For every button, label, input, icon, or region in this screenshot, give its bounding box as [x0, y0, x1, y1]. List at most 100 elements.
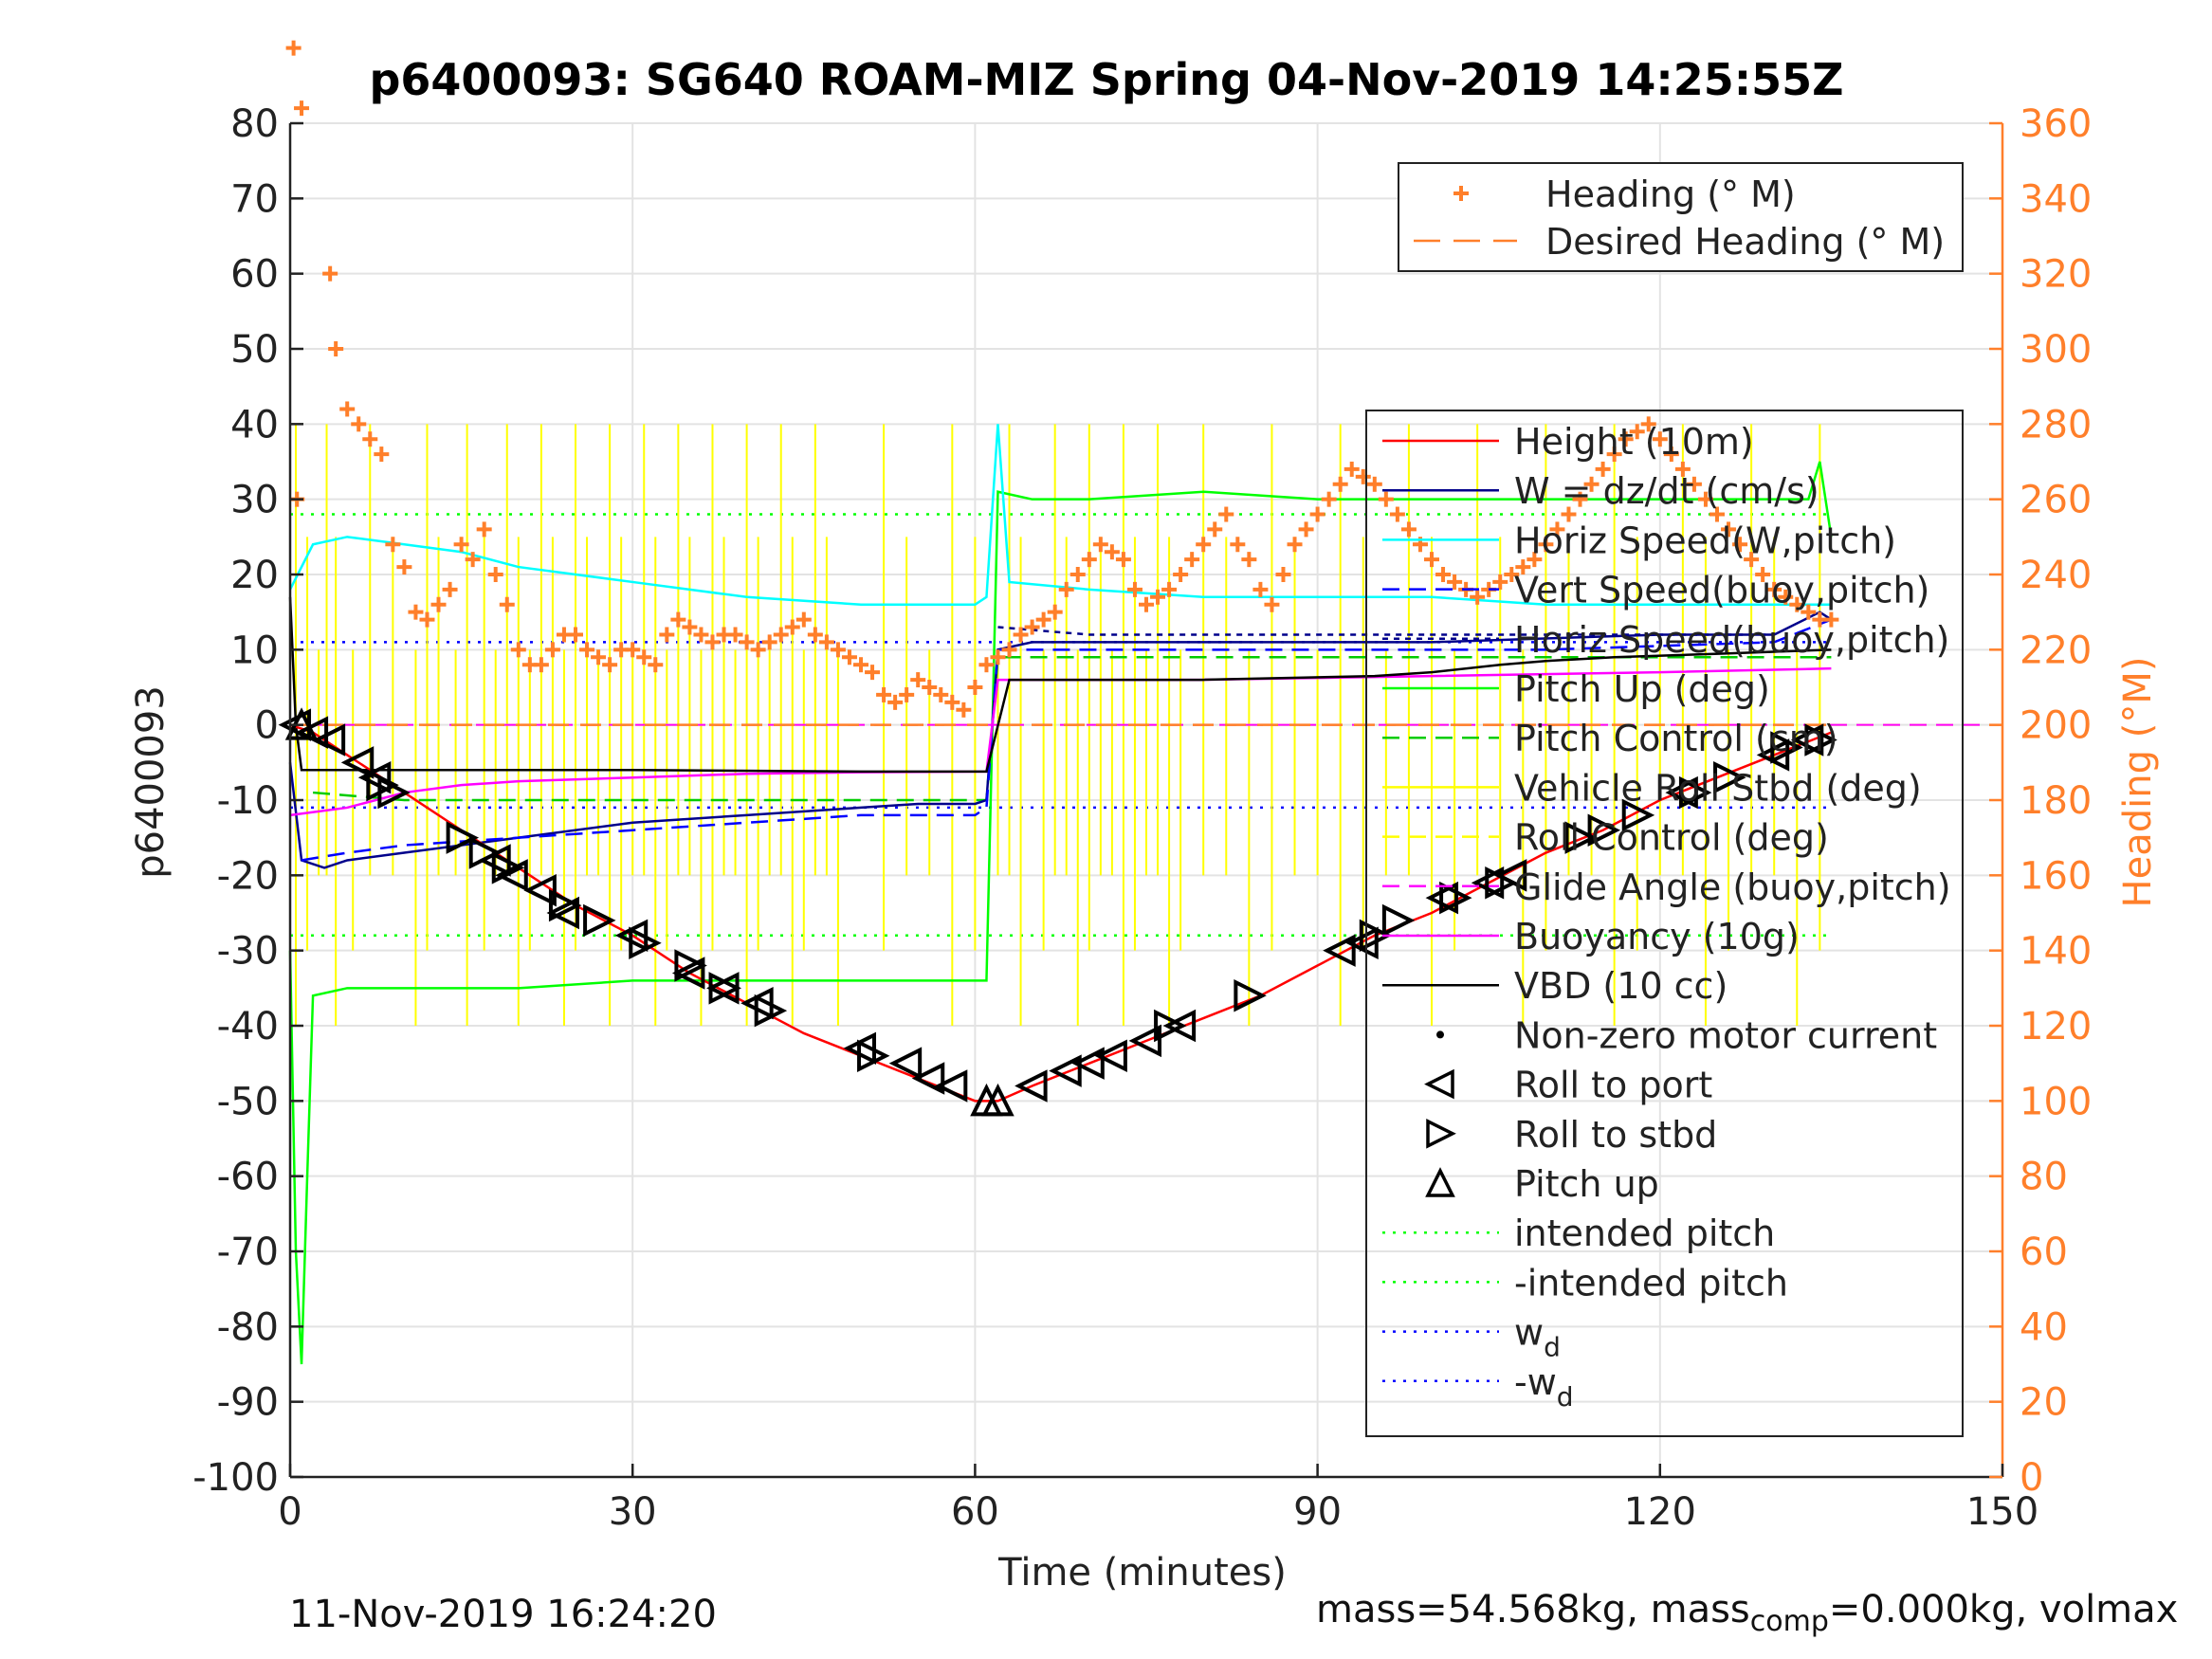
heading-marker: [1104, 544, 1120, 560]
y2-tick-label: 220: [2020, 629, 2092, 672]
roll-port-marker: [523, 873, 557, 907]
heading-marker: [899, 686, 915, 702]
main-legend-label: intended pitch: [1514, 1212, 1775, 1254]
y2-tick-label: 20: [2020, 1381, 2068, 1425]
heading-marker: [1640, 416, 1656, 432]
heading-marker: [396, 559, 412, 575]
y-tick-label: -80: [217, 1305, 279, 1349]
y2-tick-label: 280: [2020, 403, 2092, 447]
heading-marker: [1366, 476, 1382, 492]
main-legend-label: Roll Control (deg): [1514, 817, 1829, 859]
heading-marker: [1504, 567, 1520, 582]
heading-marker: [1241, 552, 1257, 568]
roll-port-marker: [671, 957, 705, 990]
y2-tick-label: 0: [2020, 1456, 2043, 1500]
heading-marker: [922, 680, 938, 695]
heading-marker: [807, 627, 823, 643]
y-tick-label: 50: [230, 328, 279, 372]
pitch-up-marker: [981, 1083, 1015, 1117]
heading-legend-label: Heading (° M): [1545, 173, 1796, 215]
main-legend-label: Roll to stbd: [1514, 1114, 1717, 1156]
heading-marker: [1058, 581, 1074, 597]
heading-marker: [1686, 476, 1702, 492]
heading-marker: [1298, 521, 1314, 538]
heading-marker: [1697, 491, 1713, 507]
y-tick-label: 40: [230, 403, 279, 447]
heading-marker: [1013, 627, 1029, 643]
x-tick-label: 120: [1624, 1490, 1696, 1534]
y-tick-label: -60: [217, 1156, 279, 1199]
heading-marker: [648, 657, 664, 673]
heading-marker: [1230, 537, 1246, 553]
heading-marker: [727, 627, 743, 643]
heading-marker: [773, 627, 789, 643]
heading-marker: [544, 642, 560, 658]
main-legend-label: Non-zero motor current: [1514, 1014, 1937, 1056]
heading-marker: [853, 657, 868, 673]
main-legend-label: -intended pitch: [1514, 1262, 1788, 1304]
heading-marker: [1732, 537, 1748, 553]
heading-marker: [1264, 596, 1280, 612]
heading-marker: [1572, 491, 1588, 507]
heading-marker: [841, 649, 857, 665]
roll-port-marker: [312, 723, 346, 757]
roll-stbd-marker: [1713, 760, 1746, 794]
heading-marker: [1092, 537, 1108, 553]
heading-marker: [602, 657, 618, 673]
roll-stbd-marker: [708, 972, 741, 1005]
heading-marker: [1709, 506, 1725, 522]
roll-port-marker: [1071, 1047, 1105, 1080]
roll-stbd-marker: [468, 836, 503, 869]
heading-marker: [487, 567, 503, 582]
heading-marker: [818, 634, 834, 650]
roll-stbd-marker: [583, 903, 616, 938]
heading-marker: [533, 657, 549, 673]
main-legend-swatch-marker: [1425, 1167, 1455, 1197]
heading-marker: [659, 627, 675, 643]
heading-marker: [1595, 461, 1611, 477]
heading-marker: [579, 642, 595, 658]
x-axis-label: Time (minutes): [997, 1551, 1287, 1595]
heading-marker: [1275, 567, 1291, 582]
heading-marker: [1618, 431, 1634, 447]
heading-marker: [1744, 552, 1760, 568]
heading-marker: [499, 596, 515, 612]
footer-mass-text-a: mass=54.568kg, mass: [1316, 1588, 1750, 1632]
heading-marker: [1001, 642, 1017, 658]
heading-marker: [670, 611, 686, 628]
roll-stbd-marker: [857, 1039, 890, 1072]
x-tick-label: 60: [951, 1490, 999, 1534]
main-legend-label: Pitch Control (cm): [1514, 718, 1838, 759]
y-axis-label: p6400093: [129, 685, 173, 879]
main-legend-label: W = dz/dt (cm/s): [1514, 470, 1819, 512]
roll-port-marker: [1049, 1054, 1082, 1087]
y2-tick-label: 120: [2020, 1005, 2092, 1048]
main-legend-swatch-marker: [1424, 1068, 1454, 1100]
main-legend-label: Horiz Speed(W,pitch): [1514, 520, 1896, 561]
heading-marker: [887, 694, 904, 710]
main-legend-label: Vehicle Roll Stbd (deg): [1514, 767, 1922, 809]
heading-marker: [1674, 461, 1691, 477]
heading-marker: [1549, 521, 1565, 538]
y2-tick-label: 140: [2020, 930, 2092, 974]
heading-marker: [933, 686, 949, 702]
heading-marker: [910, 672, 926, 688]
heading-marker: [1207, 521, 1223, 538]
heading-marker: [1538, 537, 1554, 553]
roll-stbd-marker: [491, 851, 525, 884]
y-tick-label: -50: [217, 1080, 279, 1123]
roll-port-marker: [1323, 934, 1356, 967]
roll-port-marker: [911, 1062, 945, 1095]
roll-stbd-marker: [1234, 979, 1267, 1012]
roll-stbd-marker: [1678, 775, 1712, 810]
chart-title: p6400093: SG640 ROAM-MIZ Spring 04-Nov-2…: [369, 54, 1843, 105]
main-legend-label-sub: d: [1544, 1332, 1561, 1363]
y-tick-label: 20: [230, 554, 279, 597]
roll-port-marker: [1094, 1039, 1127, 1072]
heading-marker: [704, 634, 721, 650]
heading-marker: [1355, 468, 1371, 484]
main-legend-label: Glide Angle (buoy,pitch): [1514, 866, 1951, 908]
x-tick-label: 90: [1293, 1490, 1342, 1534]
heading-marker: [465, 552, 481, 568]
